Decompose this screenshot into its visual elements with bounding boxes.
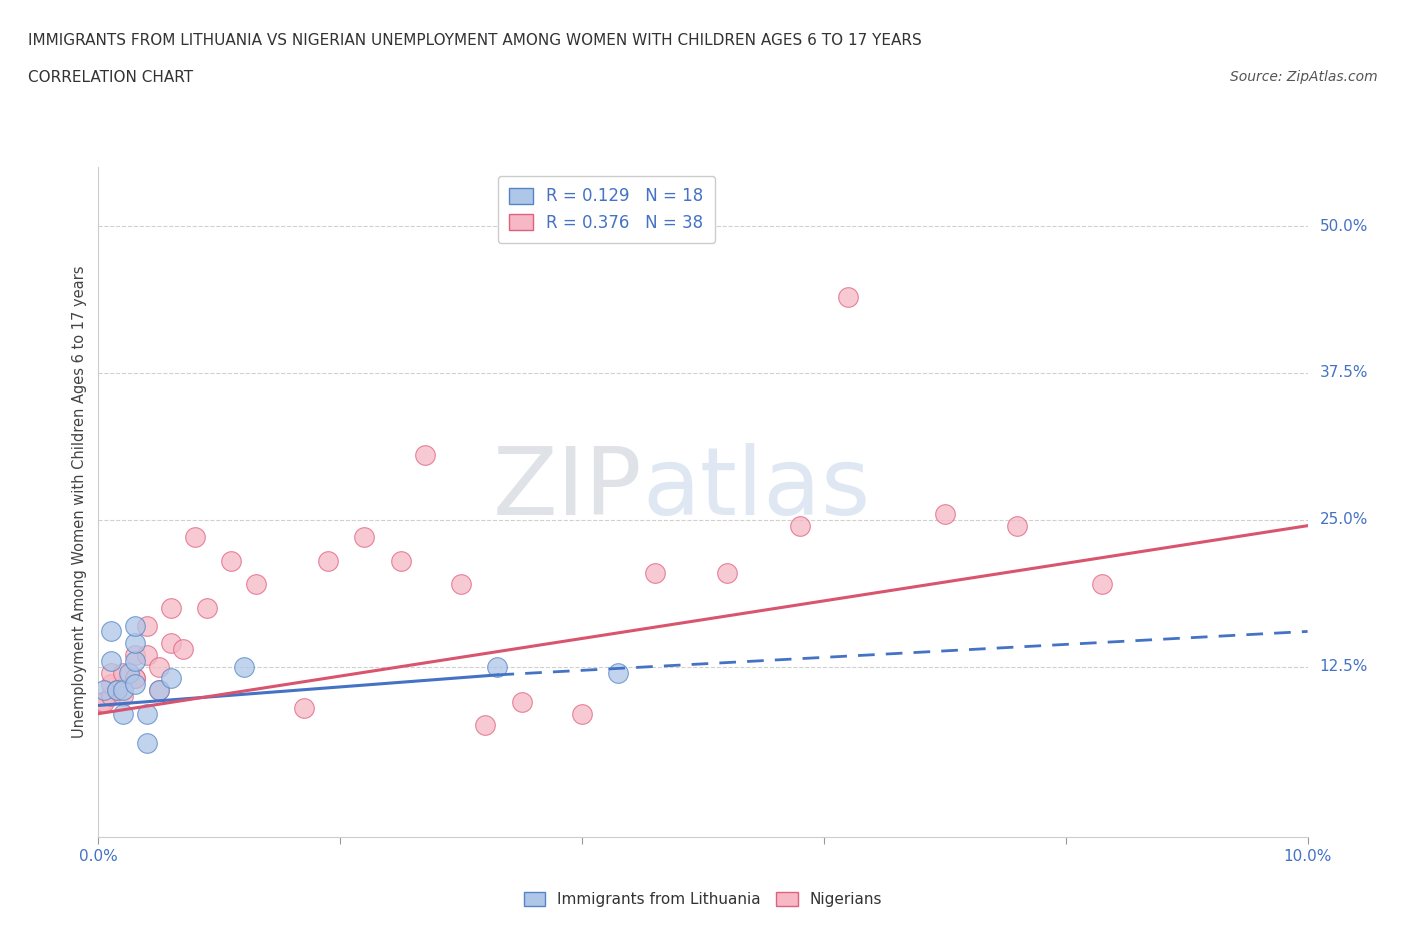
Point [124,671,146,685]
Point [100,677,122,692]
Point [135,736,157,751]
Point [111,688,134,703]
Point [100,624,122,639]
Text: ZIP: ZIP [494,443,643,535]
Point [100,665,122,680]
Point [124,654,146,669]
Point [934,507,956,522]
Point [221,553,243,568]
Point [160,601,183,616]
Point [837,289,859,304]
Point [135,618,157,633]
Point [118,665,141,680]
Point [160,671,183,685]
Point [93,683,115,698]
Point [450,577,472,591]
Point [789,518,811,533]
Point [111,706,134,721]
Point [135,647,157,662]
Text: 37.5%: 37.5% [1320,365,1368,380]
Point [93,695,115,710]
Point [124,618,146,633]
Legend: Immigrants from Lithuania, Nigerians: Immigrants from Lithuania, Nigerians [517,885,889,913]
Point [1091,577,1114,591]
Point [91,695,114,710]
Text: 25.0%: 25.0% [1320,512,1368,527]
Point [160,636,183,651]
Point [148,683,170,698]
Point [100,688,122,703]
Text: Source: ZipAtlas.com: Source: ZipAtlas.com [1230,70,1378,84]
Text: 12.5%: 12.5% [1320,659,1368,674]
Text: IMMIGRANTS FROM LITHUANIA VS NIGERIAN UNEMPLOYMENT AMONG WOMEN WITH CHILDREN AGE: IMMIGRANTS FROM LITHUANIA VS NIGERIAN UN… [28,33,922,47]
Point [100,654,122,669]
Y-axis label: Unemployment Among Women with Children Ages 6 to 17 years: Unemployment Among Women with Children A… [72,266,87,738]
Point [105,683,128,698]
Point [716,565,738,580]
Point [124,636,146,651]
Point [510,695,533,710]
Point [571,706,593,721]
Point [474,718,496,733]
Point [1007,518,1029,533]
Point [644,565,666,580]
Point [607,665,630,680]
Legend: R = 0.129   N = 18, R = 0.376   N = 38: R = 0.129 N = 18, R = 0.376 N = 38 [498,176,714,244]
Point [292,700,315,715]
Point [413,447,436,462]
Point [135,706,157,721]
Point [124,647,146,662]
Point [316,553,339,568]
Point [148,659,170,674]
Point [111,683,134,698]
Point [105,683,128,698]
Point [232,659,254,674]
Text: 50.0%: 50.0% [1320,219,1368,233]
Point [245,577,267,591]
Point [172,642,194,657]
Point [124,671,146,685]
Point [195,601,218,616]
Text: atlas: atlas [643,443,870,535]
Point [148,683,170,698]
Point [124,677,146,692]
Point [111,665,134,680]
Point [353,530,375,545]
Point [184,530,207,545]
Text: CORRELATION CHART: CORRELATION CHART [28,70,193,85]
Point [486,659,509,674]
Point [389,553,412,568]
